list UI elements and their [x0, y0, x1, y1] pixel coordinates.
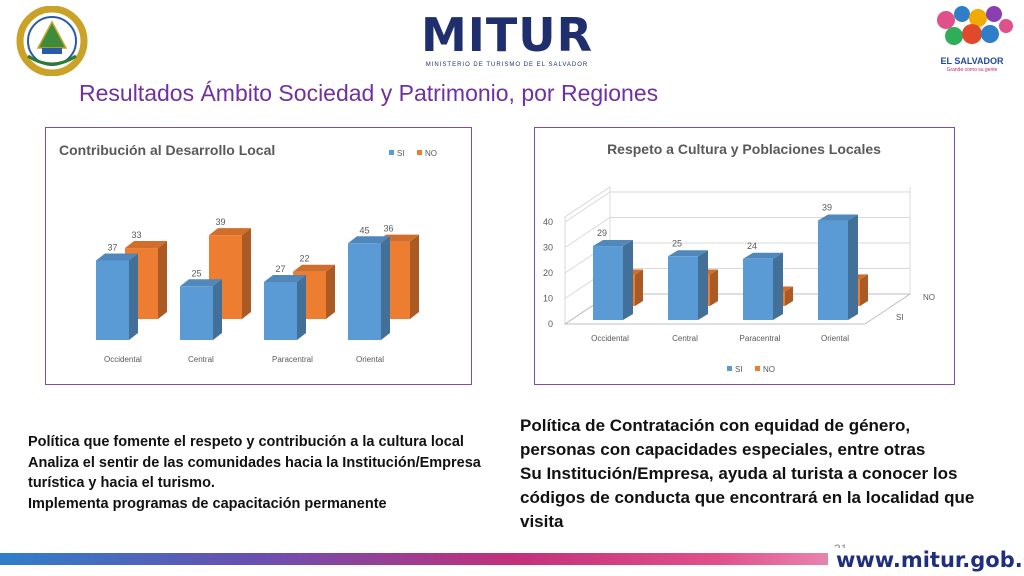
- data-label-no-occidental: 33: [131, 230, 141, 240]
- gridline-30: [564, 217, 910, 248]
- bar-si-central: [180, 286, 213, 340]
- y-tick-20: 20: [543, 268, 553, 278]
- bar-no-oriental-side: [410, 234, 419, 319]
- bar-no-paracentral-top: [293, 264, 335, 272]
- legend-swatch-no: [417, 150, 422, 155]
- bar-no-occidental-top: [125, 241, 167, 249]
- bar-si-oriental-top: [818, 214, 858, 221]
- bar-no-paracentral-side: [326, 264, 335, 319]
- chart-contribucion-desarrollo-local: Contribución al Desarrollo Local SI NO 33 39…: [45, 127, 472, 385]
- bar-si-paracentral: [264, 281, 297, 340]
- footer-url-background: [828, 548, 1024, 576]
- data-label-si-central: 25: [672, 238, 682, 248]
- data-label-si-oriental: 39: [822, 203, 832, 213]
- legend-label-si: SI: [397, 149, 405, 158]
- bar-si-oriental-side: [381, 236, 390, 340]
- category-label-paracentral: Paracentral: [740, 334, 781, 343]
- category-label-central: Central: [188, 355, 214, 364]
- category-label-paracentral: Paracentral: [272, 355, 313, 364]
- category-label-occidental: Occidental: [591, 334, 629, 343]
- chart-1-title: Contribución al Desarrollo Local: [59, 142, 275, 158]
- data-label-no-paracentral: 22: [299, 254, 309, 264]
- chart-2-title: Respeto a Cultura y Poblaciones Locales: [607, 141, 881, 157]
- bar-no-occidental-side: [635, 269, 643, 306]
- gridline-40: [564, 191, 910, 223]
- bar-no-oriental-side: [860, 274, 868, 306]
- bar-si-paracentral-top: [264, 274, 306, 282]
- legend-label-no: NO: [763, 365, 775, 374]
- bar-si-occidental: [96, 260, 129, 340]
- bar-si-occidental-top: [593, 240, 633, 247]
- text-block-left: Política que fomente el respeto y contri…: [28, 432, 508, 514]
- bar-no-central-top: [209, 228, 251, 236]
- text-block-right: Política de Contratación con equidad de …: [520, 414, 990, 534]
- bar-si-paracentral-top: [743, 252, 783, 259]
- bar-no-central-side: [710, 269, 718, 306]
- bar-si-occidental: [593, 246, 623, 320]
- footer-url[interactable]: www.mitur.gob.sv: [836, 548, 1024, 572]
- bar-no-paracentral-side: [785, 286, 793, 306]
- data-label-no-central: 39: [215, 217, 225, 227]
- text-left-line-2: Analiza el sentir de las comunidades hac…: [28, 454, 481, 492]
- category-label-oriental: Oriental: [356, 355, 384, 364]
- bar-si-central-side: [213, 279, 222, 340]
- bar-si-oriental: [348, 243, 381, 340]
- chart-respeto-cultura: Respeto a Cultura y Poblaciones Locales 0…: [534, 127, 955, 385]
- data-label-no-oriental: 36: [383, 224, 393, 234]
- chart-1-canvas: Contribución al Desarrollo Local SI NO 33 39…: [59, 142, 437, 364]
- bar-si-central-top: [180, 279, 222, 287]
- bar-si-oriental: [818, 220, 848, 320]
- legend-swatch-si: [727, 366, 732, 371]
- y-tick-30: 30: [543, 243, 553, 253]
- category-label-central: Central: [672, 334, 698, 343]
- depth-label-no: NO: [923, 293, 935, 302]
- depth-label-si: SI: [896, 313, 904, 322]
- bar-si-central-side: [698, 250, 708, 320]
- brand-logo-subtitle: Grande como su gente: [946, 67, 998, 73]
- bar-si-central-top: [668, 250, 708, 257]
- brand-logo-text: EL SALVADOR: [940, 56, 1004, 66]
- data-label-si-occidental: 29: [597, 228, 607, 238]
- y-tick-40: 40: [543, 217, 553, 227]
- bar-si-paracentral-side: [297, 274, 306, 340]
- data-label-si-paracentral: 24: [747, 241, 757, 251]
- bar-si-occidental-side: [129, 253, 138, 340]
- bar-si-paracentral: [743, 258, 773, 320]
- footer-gradient-bar: [0, 553, 1024, 565]
- slide-title: Resultados Ámbito Sociedad y Patrimonio,…: [79, 80, 659, 106]
- y-tick-10: 10: [543, 294, 553, 304]
- chart-2-canvas: Respeto a Cultura y Poblaciones Locales 0…: [543, 141, 935, 374]
- data-label-si-occidental: 37: [107, 242, 117, 252]
- el-salvador-brand-logo: EL SALVADOR Grande como su gente: [926, 4, 1018, 78]
- bar-si-occidental-top: [96, 253, 138, 261]
- legend-swatch-no: [755, 366, 760, 371]
- bar-no-occidental-side: [158, 241, 167, 319]
- y-tick-0: 0: [548, 319, 553, 329]
- text-left-line-3: Implementa programas de capacitación per…: [28, 495, 387, 512]
- mitur-logo: MITUR MINISTERIO DE TURISMO DE EL SALVAD…: [412, 8, 602, 76]
- text-left-line-1: Política que fomente el respeto y contri…: [28, 434, 464, 450]
- legend-label-si: SI: [735, 365, 743, 374]
- legend-label-no: NO: [425, 149, 437, 158]
- mitur-logo-subtitle: MINISTERIO DE TURISMO DE EL SALVADOR: [425, 62, 589, 68]
- bar-si-occidental-side: [623, 240, 633, 320]
- category-label-oriental: Oriental: [821, 334, 849, 343]
- mitur-logo-text: MITUR: [420, 8, 594, 62]
- data-label-si-paracentral: 27: [275, 264, 285, 274]
- bar-si-central: [668, 256, 698, 320]
- bar-si-oriental-side: [848, 214, 858, 320]
- legend-swatch-si: [389, 150, 394, 155]
- bar-si-oriental-top: [348, 236, 390, 244]
- coat-of-arms-logo: [8, 5, 98, 77]
- category-label-occidental: Occidental: [104, 355, 142, 364]
- text-right-line-2: Su Institución/Empresa, ayuda al turista…: [520, 464, 975, 531]
- bar-si-paracentral-side: [773, 252, 783, 320]
- bar-no-central-side: [242, 228, 251, 319]
- text-right-line-1: Política de Contratación con equidad de …: [520, 416, 926, 459]
- data-label-si-central: 25: [191, 268, 201, 278]
- data-label-si-oriental: 45: [359, 225, 369, 235]
